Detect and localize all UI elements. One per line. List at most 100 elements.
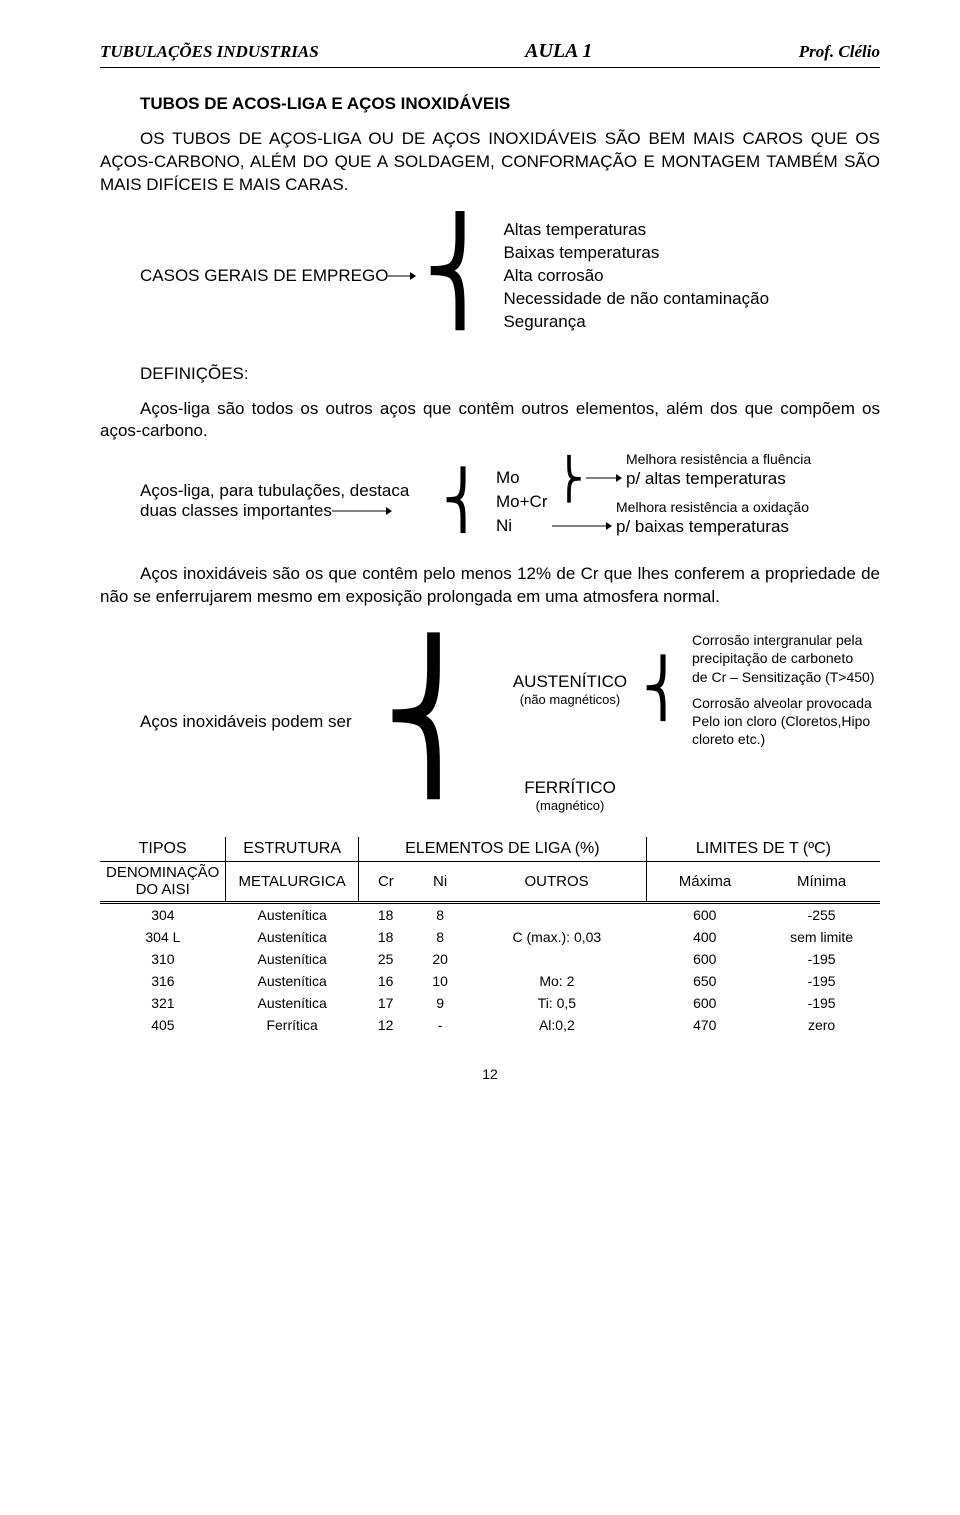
table-cell — [467, 948, 646, 970]
table-cell: Austenítica — [226, 992, 359, 1014]
elements-col: Mo ⎨ Melhora resistência a fluência p/ a… — [496, 465, 811, 537]
table-row: 304 LAustenítica188C (max.): 0,03400sem … — [100, 926, 880, 948]
table-row: 310Austenítica2520600-195 — [100, 948, 880, 970]
table-cell: Austenítica — [226, 948, 359, 970]
aust-note-2: Corrosão alveolar provocada Pelo ion clo… — [692, 694, 874, 749]
table-cell: 12 — [358, 1014, 412, 1036]
table-cell: 310 — [100, 948, 226, 970]
note-line: Pelo ion cloro (Cloretos,Hipo — [692, 712, 874, 730]
brace-icon: ⎨ — [642, 670, 684, 709]
table-row: 304Austenítica188 600-255 — [100, 903, 880, 927]
austenitic-label: AUSTENÍTICO (não magnéticos) — [500, 672, 640, 707]
el-mo: Mo — [496, 467, 552, 489]
brace-icon: ⎨ — [442, 482, 484, 521]
arrow-right-icon — [586, 473, 622, 483]
th-outros: OUTROS — [467, 862, 646, 903]
table-cell: Mo: 2 — [467, 970, 646, 992]
table-cell: 17 — [358, 992, 412, 1014]
th-min: Mínima — [763, 862, 880, 903]
th-limites: LIMITES DE T (ºC) — [646, 837, 880, 862]
mo-right: Melhora resistência a fluência p/ altas … — [626, 467, 811, 489]
inox-paragraph: Aços inoxidáveis são os que contêm pelo … — [100, 563, 880, 609]
arrow-right-icon — [552, 521, 612, 531]
table-cell: 600 — [646, 903, 763, 927]
th-denominacao: DENOMINAÇÃO DO AISI — [100, 862, 226, 903]
table-cell: 9 — [413, 992, 467, 1014]
inox-text: Aços inoxidáveis são os que contêm pelo … — [100, 564, 880, 606]
header-left: TUBULAÇÕES INDUSTRIAS — [100, 42, 319, 62]
table-cell: 8 — [413, 926, 467, 948]
classes-line1: Aços-liga, para tubulações, destaca — [140, 481, 440, 501]
th-metalurgica: METALURGICA — [226, 862, 359, 903]
definitions-para: Aços-liga são todos os outros aços que c… — [100, 398, 880, 444]
ferr-main: FERRÍTICO — [524, 778, 616, 798]
table-cell: Al:0,2 — [467, 1014, 646, 1036]
table-cell: zero — [763, 1014, 880, 1036]
aust-notes: Corrosão intergranular pela precipitação… — [692, 631, 874, 748]
arrow-right-icon — [388, 269, 416, 283]
table-row: 405Ferrítica12-Al:0,2470zero — [100, 1014, 880, 1036]
table-row: 316Austenítica1610Mo: 2650-195 — [100, 970, 880, 992]
page-header: TUBULAÇÕES INDUSTRIAS AULA 1 Prof. Cléli… — [100, 40, 880, 68]
table-cell: 316 — [100, 970, 226, 992]
casos-item: Alta corrosão — [503, 265, 769, 288]
table-cell: C (max.): 0,03 — [467, 926, 646, 948]
table-cell: - — [413, 1014, 467, 1036]
table-cell: Ti: 0,5 — [467, 992, 646, 1014]
ni-right: Melhora resistência a oxidação p/ baixas… — [616, 515, 809, 537]
casos-label: CASOS GERAIS DE EMPREGO — [140, 266, 388, 286]
header-center: AULA 1 — [525, 40, 592, 63]
th-estrutura: ESTRUTURA — [226, 837, 359, 862]
definitions-text: Aços-liga são todos os outros aços que c… — [100, 399, 880, 441]
table-cell: 25 — [358, 948, 412, 970]
table-cell: Austenítica — [226, 926, 359, 948]
definitions-title: DEFINIÇÕES: — [140, 364, 880, 384]
table-cell: -195 — [763, 970, 880, 992]
th-ni: Ni — [413, 862, 467, 903]
table-cell: 20 — [413, 948, 467, 970]
el-ni: Ni — [496, 515, 552, 537]
inox-types-block: Aços inoxidáveis podem ser ⎨ AUSTENÍTICO… — [100, 631, 880, 813]
th-tipos: TIPOS — [100, 837, 226, 862]
table-cell: 8 — [413, 903, 467, 927]
note-oxidacao: Melhora resistência a oxidação — [616, 499, 809, 515]
inox-right: AUSTENÍTICO (não magnéticos) ⎨ Corrosão … — [500, 631, 874, 813]
steel-table: TIPOS ESTRUTURA ELEMENTOS DE LIGA (%) LI… — [100, 837, 880, 1036]
table-body: 304Austenítica188600-255304 LAustenítica… — [100, 903, 880, 1037]
table-cell: 400 — [646, 926, 763, 948]
section-title: TUBOS DE ACOS-LIGA E AÇOS INOXIDÁVEIS — [140, 94, 880, 114]
th-elementos: ELEMENTOS DE LIGA (%) — [358, 837, 646, 862]
note-line: Corrosão intergranular pela — [692, 631, 874, 649]
table-cell: 18 — [358, 903, 412, 927]
note-line: Corrosão alveolar provocada — [692, 694, 874, 712]
note-line: cloreto etc.) — [692, 730, 874, 748]
document-page: TUBULAÇÕES INDUSTRIAS AULA 1 Prof. Cléli… — [0, 0, 960, 1112]
th-cr: Cr — [358, 862, 412, 903]
classes-left: Aços-liga, para tubulações, destaca duas… — [140, 481, 440, 521]
casos-item: Necessidade de não contaminação — [503, 288, 769, 311]
table-cell: -195 — [763, 948, 880, 970]
table-cell: 650 — [646, 970, 763, 992]
table-cell: 16 — [358, 970, 412, 992]
brace-icon: ⎨ — [554, 465, 584, 491]
th-max: Máxima — [646, 862, 763, 903]
table-cell: 321 — [100, 992, 226, 1014]
ferr-sub: (magnético) — [536, 798, 605, 813]
table-row: 321Austenítica179Ti: 0,5600-195 — [100, 992, 880, 1014]
table-cell: Austenítica — [226, 970, 359, 992]
casos-item: Segurança — [503, 311, 769, 334]
table-cell: -255 — [763, 903, 880, 927]
aust-main: AUSTENÍTICO — [513, 672, 627, 692]
table-cell: 405 — [100, 1014, 226, 1036]
casos-item: Baixas temperaturas — [503, 242, 769, 265]
table-cell: 600 — [646, 992, 763, 1014]
page-number: 12 — [100, 1066, 880, 1082]
classes-block: Aços-liga, para tubulações, destaca duas… — [140, 465, 880, 537]
austenitic-row: AUSTENÍTICO (não magnéticos) ⎨ Corrosão … — [500, 631, 874, 748]
table-cell: 304 — [100, 903, 226, 927]
classes-line2: duas classes importantes — [140, 501, 332, 521]
brace-icon: ⎨ — [381, 662, 486, 774]
table-cell: Austenítica — [226, 903, 359, 927]
header-right: Prof. Clélio — [799, 42, 880, 62]
intro-paragraph: OS TUBOS DE AÇOS-LIGA OU DE AÇOS INOXIDÁ… — [100, 128, 880, 197]
